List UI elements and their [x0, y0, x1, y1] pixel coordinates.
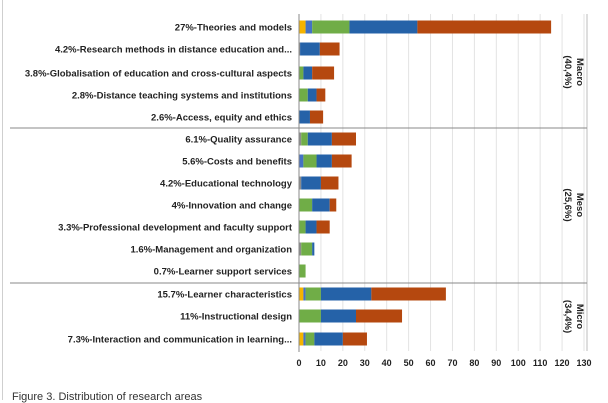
bar-segment: [320, 309, 356, 323]
x-tick-label: 120: [555, 358, 570, 368]
category-label: 1.6%-Management and organization: [130, 245, 292, 256]
x-tick-label: 20: [338, 358, 348, 368]
category-label: 5.6%-Costs and benefits: [182, 157, 292, 168]
stacked-bar-chart: 0 10 20 30 40 50 60 70 80 90 100 110 120 130 27%-Theor…: [10, 14, 592, 368]
page-edge: [2, 0, 3, 400]
bar-segment: [299, 287, 304, 301]
bar-segment: [303, 66, 313, 80]
bar-segment: [305, 20, 313, 34]
bar-segment: [299, 132, 302, 146]
bar-segment: [309, 110, 324, 124]
bar-segment: [331, 154, 352, 168]
category-label: 2.8%-Distance teaching systems and insti…: [72, 91, 292, 102]
bar-segment: [299, 20, 306, 34]
x-tick-label: 110: [533, 358, 548, 368]
x-tick-label: 30: [360, 358, 370, 368]
bar-segment: [320, 287, 372, 301]
bar-segment: [316, 154, 332, 168]
bar-segment: [312, 20, 350, 34]
bar-segment: [356, 309, 403, 323]
category-label: 4%-Innovation and change: [172, 201, 292, 212]
group-share: (25,6%): [562, 188, 573, 221]
bar-segment: [329, 198, 337, 212]
x-tick-label: 80: [469, 358, 479, 368]
figure-caption: Figure 3. Distribution of research areas: [12, 391, 203, 403]
bar-segment: [299, 66, 304, 80]
category-label: 4.2%-Educational technology: [160, 179, 293, 190]
bar-segment: [307, 132, 332, 146]
category-label: 15.7%-Learner characteristics: [157, 290, 292, 301]
bar-segment: [319, 42, 340, 56]
bar-segment: [299, 242, 302, 256]
bar-segment: [312, 198, 330, 212]
bar-segment: [342, 332, 367, 346]
bar-segment: [312, 66, 335, 80]
category-label: 3.8%-Globalisation of education and cros…: [25, 69, 292, 80]
bar-segment: [314, 332, 343, 346]
bar-segment: [299, 220, 306, 234]
bar-segment: [303, 332, 306, 346]
bar-segment: [316, 88, 326, 102]
bar-segment: [299, 154, 304, 168]
bar-segment: [305, 332, 315, 346]
category-label: 7.3%-Interaction and communication in le…: [68, 335, 292, 346]
bar-segment: [417, 20, 552, 34]
x-tick-label: 60: [426, 358, 436, 368]
category-label: 27%-Theories and models: [175, 23, 292, 34]
bar-segment: [299, 42, 301, 56]
bar-segment: [331, 132, 356, 146]
bar-segment: [312, 242, 315, 256]
x-tick-label: 70: [447, 358, 457, 368]
group-label: Micro: [574, 304, 585, 330]
x-tick-label: 90: [491, 358, 501, 368]
x-tick-label: 130: [576, 358, 591, 368]
bar-segment: [307, 88, 317, 102]
bar-segment: [371, 287, 446, 301]
bar-segment: [299, 198, 313, 212]
category-label: 0.7%-Learner support services: [154, 267, 292, 278]
x-tick-label: 100: [511, 358, 526, 368]
category-label: 11%-Instructional design: [180, 312, 292, 323]
x-tick-label: 50: [404, 358, 414, 368]
x-tick-label: 10: [316, 358, 326, 368]
bar-segment: [316, 220, 330, 234]
bar-segment: [320, 176, 339, 190]
x-tick-label: 40: [382, 358, 392, 368]
group-label: Macro: [574, 58, 585, 86]
group-share: (40,4%): [562, 55, 573, 88]
bar-segment: [301, 242, 313, 256]
bar-segment: [300, 42, 320, 56]
bar-segment: [299, 309, 321, 323]
x-tick-label: 0: [296, 358, 301, 368]
category-label: 4.2%-Research methods in distance educat…: [55, 45, 292, 56]
bar-segment: [299, 332, 304, 346]
bar-segment: [301, 132, 308, 146]
bar-segment: [301, 176, 321, 190]
category-label: 2.6%-Access, equity and ethics: [151, 113, 292, 124]
category-label: 6.1%-Quality assurance: [185, 135, 292, 146]
bar-segment: [349, 20, 418, 34]
bar-segment: [305, 287, 321, 301]
group-label: Meso: [574, 193, 585, 217]
bar-segment: [303, 287, 306, 301]
bar-segment: [303, 154, 317, 168]
bar-segment: [299, 110, 310, 124]
category-label: 3.3%-Professional development and facult…: [58, 223, 293, 234]
bar-segment: [299, 264, 306, 278]
bar-segment: [299, 88, 308, 102]
bar-segment: [305, 220, 317, 234]
bar-segment: [299, 176, 302, 190]
group-share: (34,4%): [562, 300, 573, 333]
